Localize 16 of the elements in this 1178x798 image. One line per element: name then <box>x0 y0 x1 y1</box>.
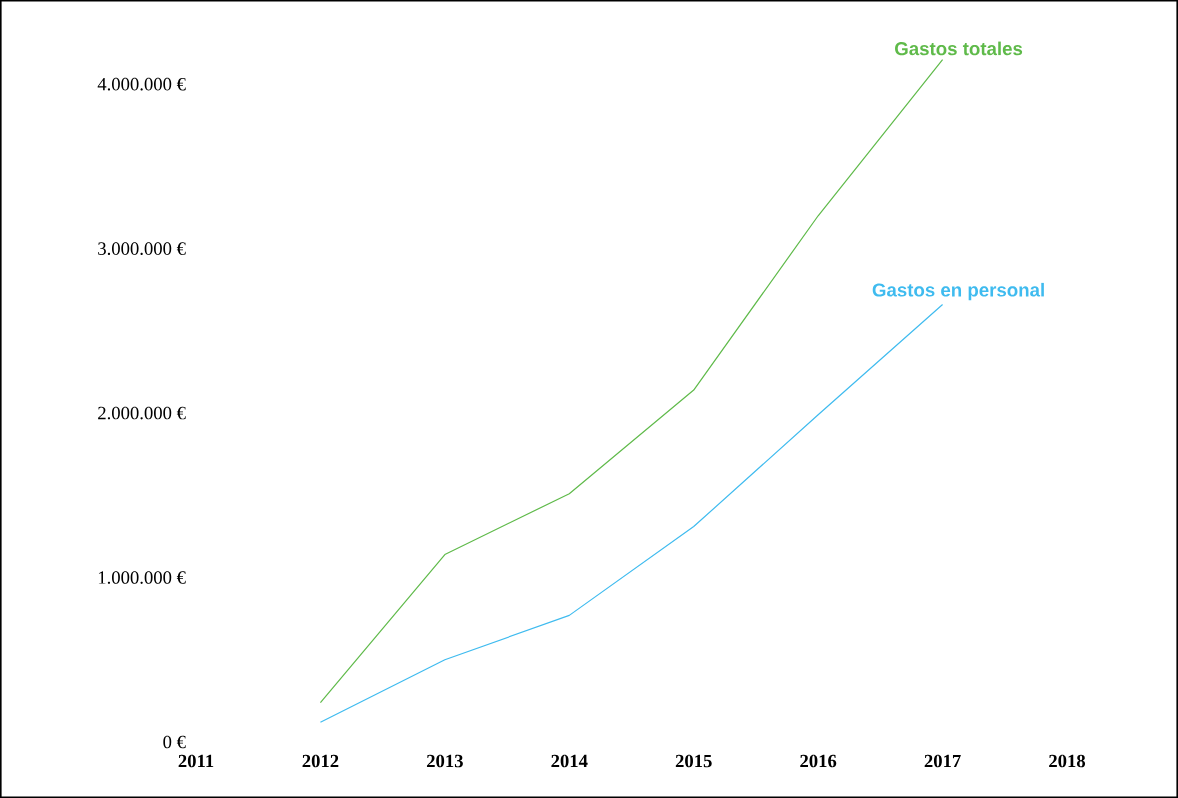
x-tick-label: 2015 <box>675 754 712 768</box>
y-tick-label: 2.000.000 € <box>98 406 186 420</box>
y-tick-label: 0 € <box>163 735 186 749</box>
series-label: Gastos totales <box>895 41 1023 56</box>
series-label: Gastos en personal <box>872 282 1044 301</box>
line-series <box>319 303 944 723</box>
x-tick-label: 2018 <box>1049 754 1086 768</box>
y-tick-label: 3.000.000 € <box>98 242 186 255</box>
x-tick-label: 2017 <box>924 754 961 768</box>
y-tick-label: 4.000.000 € <box>97 77 186 91</box>
y-tick-label: 1.000.000 € <box>98 571 186 584</box>
x-tick-label: 2012 <box>302 754 339 768</box>
x-tick-label: 2013 <box>426 754 463 768</box>
x-tick-label: 2014 <box>551 754 588 768</box>
x-tick-label: 2016 <box>800 754 837 768</box>
x-tick-label: 2011 <box>178 754 214 768</box>
